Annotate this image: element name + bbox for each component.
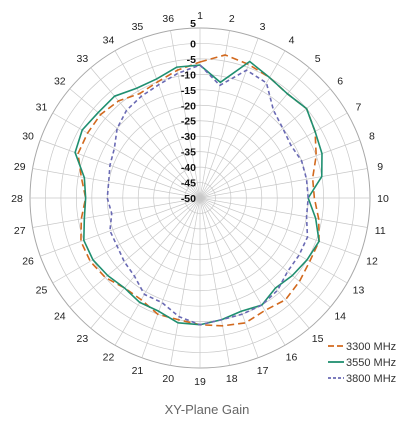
radial-label: 5 [190,18,196,30]
legend-label: 3550 MHz [346,357,396,369]
grid-spoke [199,197,368,228]
radial-label: -5 [187,54,196,66]
direction-label: 7 [356,102,362,114]
direction-label: 30 [22,130,34,142]
direction-label: 17 [257,365,269,377]
radial-labels: 5 0 -5 -10 -15 -20 -25 -30 -35 -40 -45 -50 [181,18,196,205]
direction-label: 20 [162,373,174,385]
grid-spoke [199,168,368,199]
grid-spoke [69,197,201,308]
grid-spoke [199,197,259,358]
grid-spoke [170,30,201,199]
grid-spoke [40,139,201,199]
grid-spoke [32,197,201,228]
grid-spoke [90,197,201,329]
direction-label: 14 [334,311,346,323]
radial-label: -20 [181,100,196,112]
direction-label: 13 [353,285,365,297]
radial-label: -50 [181,193,196,205]
legend-label: 3300 MHz [346,341,396,353]
legend-label: 3800 MHz [346,373,396,385]
direction-label: 11 [375,225,386,237]
direction-label: 3 [260,21,266,33]
grid-spoke [199,197,230,366]
direction-label: 22 [103,351,115,363]
grid-spoke [199,112,348,199]
direction-label: 26 [22,256,34,268]
grid-spoke [52,112,201,199]
radial-label: -30 [181,131,196,143]
direction-label: 25 [36,285,48,297]
radial-label: -10 [181,69,196,81]
direction-label: 29 [14,161,26,173]
direction-label: 2 [229,13,235,25]
polar-grid [29,27,371,369]
direction-label: 23 [77,333,89,345]
radial-label: -45 [181,178,196,190]
direction-label: 4 [289,35,295,47]
grid-spoke [199,197,310,329]
direction-label: 6 [337,75,343,87]
grid-spoke [199,38,259,199]
direction-label: 27 [14,225,26,237]
direction-label: 36 [162,13,174,25]
series-line [106,64,309,326]
grid-spoke [114,50,201,199]
grid-spoke [199,197,286,346]
legend: 3300 MHz 3550 MHz 3800 MHz [328,341,396,385]
grid-spoke [199,197,360,257]
direction-label: 15 [312,333,324,345]
radial-label: 0 [190,38,196,50]
direction-label: 31 [36,102,48,114]
grid-spoke [32,168,201,199]
direction-label: 9 [377,161,383,173]
grid-spoke [199,88,331,199]
grid-spoke [199,50,286,199]
grid-spoke [199,67,310,199]
series-layer [74,54,323,327]
grid-spoke [199,30,230,199]
grid-spoke [90,67,201,199]
grid-spoke [170,197,201,366]
direction-label: 1 [197,10,203,22]
grid-spoke [141,197,201,358]
radial-label: -25 [181,116,196,128]
radial-label: -15 [181,85,196,97]
radial-label: -35 [181,147,196,159]
direction-label: 18 [226,373,238,385]
direction-label: 28 [11,193,23,205]
direction-labels: 1 234567891011121314151617181920212223242… [11,10,389,388]
grid-spoke [199,197,348,284]
chart-title: XY-Plane Gain [165,402,250,417]
direction-label: 24 [54,311,66,323]
direction-label: 8 [369,130,375,142]
direction-label: 34 [103,35,115,47]
direction-label: 19 [194,376,206,388]
grid-spoke [199,139,360,199]
grid-spoke [114,197,201,346]
grid-spoke [69,88,201,199]
direction-label: 35 [132,21,144,33]
direction-label: 12 [366,256,378,268]
grid-spoke [52,197,201,284]
grid-spoke [199,197,331,308]
direction-label: 32 [54,75,66,87]
direction-label: 21 [132,365,144,377]
direction-label: 33 [77,53,89,65]
direction-label: 16 [286,351,298,363]
grid-spoke [141,38,201,199]
direction-label: 10 [377,193,389,205]
radial-label: -40 [181,162,196,174]
grid-spoke [40,197,201,257]
direction-label: 5 [315,53,321,65]
